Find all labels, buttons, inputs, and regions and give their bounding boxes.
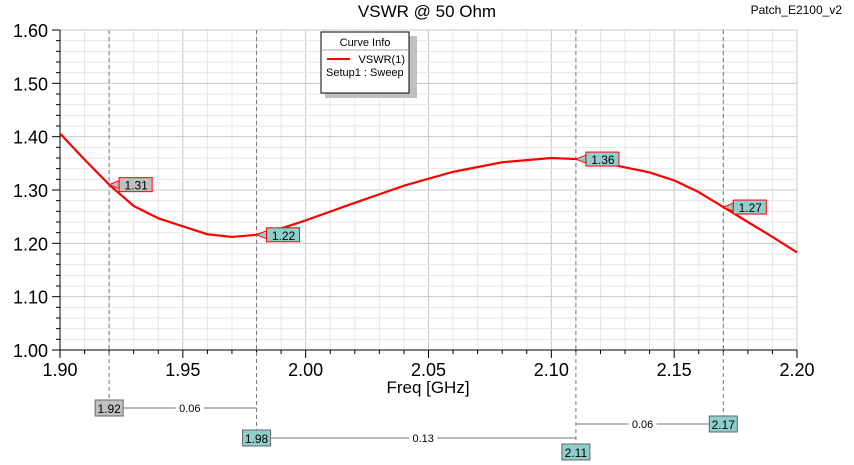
project-label: Patch_E2100_v2 [751,3,843,17]
marker-label-box [118,177,153,193]
marker-value: 1.27 [739,201,763,215]
marker-x-value: 1.92 [97,402,121,416]
legend-entry-sub: Setup1 : Sweep [326,67,404,79]
x-tick-label: 2.15 [657,360,692,380]
legend-title: Curve Info [340,37,391,49]
marker-pointer [255,230,268,240]
marker-pointer [574,154,587,164]
x-tick-label: 2.00 [288,360,323,380]
marker-x-box [561,443,591,461]
y-tick-label: 1.30 [13,181,48,201]
x-tick-label: 2.20 [779,360,814,380]
y-tick-label: 1.20 [13,234,48,254]
x-axis-label: Freq [GHz] [386,378,469,397]
marker-x-value: 2.11 [565,446,588,460]
marker-value: 1.22 [272,229,296,243]
x-tick-label: 1.90 [42,360,77,380]
x-tick-label: 1.95 [165,360,200,380]
y-tick-label: 1.50 [13,74,48,94]
vswr-curve [59,132,798,254]
legend-box [320,31,410,94]
marker-label-box [732,199,767,215]
delta-label-bg [409,431,438,445]
marker-value: 1.31 [124,179,148,193]
legend[interactable]: Curve Info VSWR(1) Setup1 : Sweep [320,31,417,98]
marker-x-value: 1.98 [245,432,269,446]
delta-value: 0.06 [632,419,653,431]
marker-label-box [585,151,620,167]
legend-entry-name: VSWR(1) [359,54,405,66]
marker-label-box [266,227,301,243]
chart-title: VSWR @ 50 Ohm [358,2,496,21]
y-tick-label: 1.00 [13,341,48,361]
x-tick-label: 2.10 [534,360,569,380]
delta-value: 0.06 [179,403,200,415]
delta-label-bg [628,417,657,431]
x-tick-label: 2.05 [411,360,446,380]
marker-x-value: 2.17 [712,418,736,432]
y-tick-label: 1.40 [13,128,48,148]
y-tick-label: 1.10 [13,288,48,308]
delta-label-bg [175,401,204,415]
marker-pointer [107,179,120,190]
delta-value: 0.13 [413,433,434,445]
y-tick-label: 1.60 [13,21,48,41]
marker-value: 1.36 [591,153,615,167]
